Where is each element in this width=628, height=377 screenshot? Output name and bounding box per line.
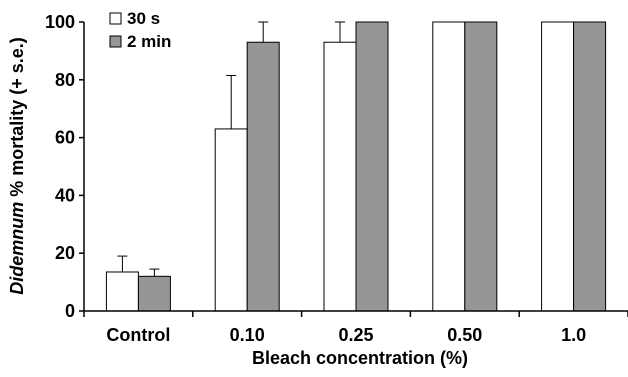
x-tick-label: Control xyxy=(106,325,170,345)
bar xyxy=(573,21,607,312)
legend: 30 s 2 min xyxy=(109,9,171,51)
legend-swatch xyxy=(109,35,122,48)
plot-area: 0 20 40 60 80 100 Control 0.10 0.25 0.50 1.0 xyxy=(45,12,628,345)
x-tick-label: 0.50 xyxy=(447,325,482,345)
legend-label: 2 min xyxy=(127,32,171,51)
bar xyxy=(541,21,575,312)
bar xyxy=(355,21,389,312)
x-axis-title: Bleach concentration (%) xyxy=(252,348,468,368)
bar xyxy=(323,41,357,312)
y-tick-label: 40 xyxy=(55,185,75,205)
x-tick-label: 0.25 xyxy=(338,325,373,345)
bar xyxy=(105,271,139,312)
bar xyxy=(246,41,280,312)
x-tick-label: 0.10 xyxy=(230,325,265,345)
y-axis-title-italic: Didemnum xyxy=(7,202,27,295)
bar xyxy=(214,128,248,312)
legend-label: 30 s xyxy=(127,9,160,28)
y-tick-label: 20 xyxy=(55,243,75,263)
bar xyxy=(432,21,466,312)
y-tick-label: 60 xyxy=(55,128,75,148)
y-axis-title: Didemnum % mortality (+ s.e.) xyxy=(7,37,27,295)
y-tick-label: 80 xyxy=(55,70,75,90)
bar xyxy=(464,21,498,312)
y-tick-label: 100 xyxy=(45,12,75,32)
y-tick-label: 0 xyxy=(65,301,75,321)
legend-swatch xyxy=(109,12,122,25)
y-axis-title-rest: % mortality (+ s.e.) xyxy=(7,37,27,202)
bar xyxy=(137,275,171,312)
x-tick-label: 1.0 xyxy=(561,325,586,345)
